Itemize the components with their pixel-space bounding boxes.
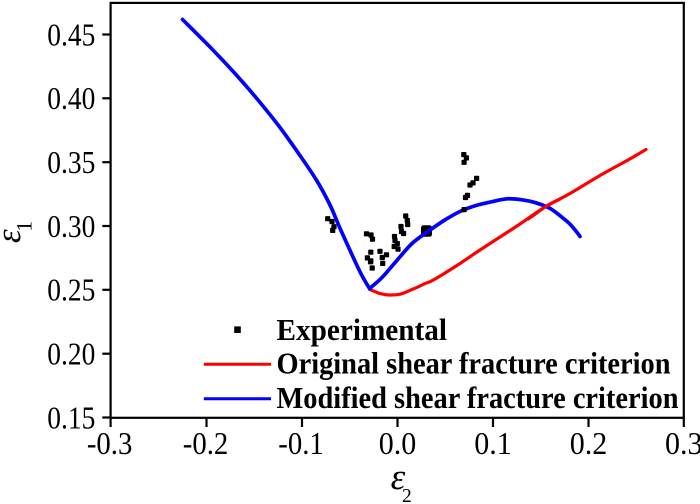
svg-text:-0.1: -0.1 bbox=[278, 425, 324, 461]
svg-text:Modified shear fracture criter: Modified shear fracture criterion bbox=[277, 380, 679, 415]
svg-text:-0.2: -0.2 bbox=[183, 425, 229, 461]
svg-text:0.1: 0.1 bbox=[474, 425, 512, 461]
svg-text:0.0: 0.0 bbox=[379, 425, 417, 461]
svg-text:0.30: 0.30 bbox=[47, 208, 95, 244]
svg-text:Experimental: Experimental bbox=[277, 312, 448, 347]
svg-text:ε: ε bbox=[391, 457, 406, 498]
svg-text:0.15: 0.15 bbox=[47, 399, 95, 435]
svg-text:1: 1 bbox=[12, 221, 37, 232]
svg-text:0.35: 0.35 bbox=[47, 144, 95, 180]
svg-text:0.20: 0.20 bbox=[47, 336, 95, 372]
svg-text:2: 2 bbox=[402, 486, 412, 504]
svg-text:0.45: 0.45 bbox=[47, 16, 95, 52]
svg-text:0.40: 0.40 bbox=[47, 80, 95, 116]
svg-text:Original shear fracture criter: Original shear fracture criterion bbox=[277, 346, 671, 381]
svg-text:ε: ε bbox=[0, 229, 28, 243]
svg-text:0.2: 0.2 bbox=[570, 425, 608, 461]
svg-text:0.25: 0.25 bbox=[47, 272, 95, 308]
svg-text:0.3: 0.3 bbox=[665, 425, 700, 461]
svg-text:-0.3: -0.3 bbox=[87, 425, 133, 461]
